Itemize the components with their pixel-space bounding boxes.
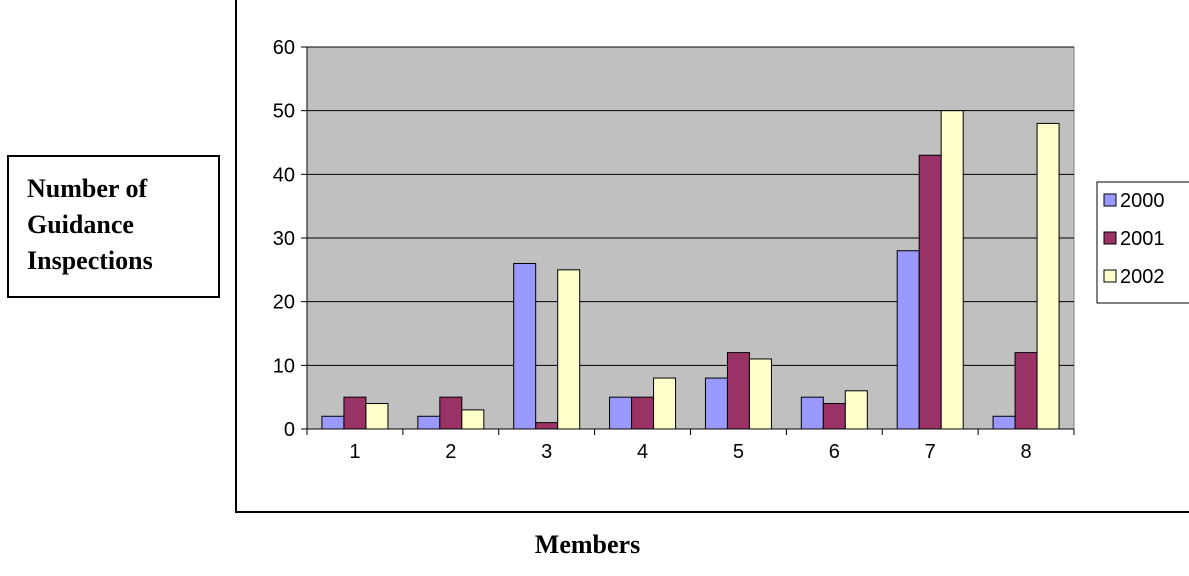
bar-chart: 0 10 20 30 40 50 60 1 2 3 4 5 6 7 8 2000 2001 2002 bbox=[273, 37, 1189, 463]
legend-swatch-2002 bbox=[1103, 269, 1117, 283]
bar-2001-member-8 bbox=[1014, 352, 1038, 430]
bar-2000-member-3 bbox=[513, 262, 537, 430]
y-tick-label: 20 bbox=[273, 292, 295, 314]
bar-2000-member-2 bbox=[417, 415, 441, 430]
bar-2002-member-4 bbox=[653, 377, 677, 430]
x-axis-title: Members bbox=[534, 530, 641, 559]
bar-2001-member-1 bbox=[343, 396, 367, 430]
bar-2000-member-1 bbox=[321, 415, 345, 430]
x-tick-label: 2 bbox=[445, 441, 456, 463]
bar-2002-member-1 bbox=[365, 403, 389, 430]
bar-2001-member-4 bbox=[631, 396, 655, 430]
y-axis-title-box: Number of Guidance Inspections bbox=[7, 155, 220, 298]
bar-2001-member-2 bbox=[439, 396, 463, 430]
bar-2000-member-8 bbox=[992, 415, 1016, 430]
bar-2000-member-6 bbox=[800, 396, 824, 430]
bar-2000-member-7 bbox=[896, 250, 920, 430]
legend-swatch-2000 bbox=[1103, 193, 1117, 207]
bar-2002-member-8 bbox=[1036, 122, 1060, 430]
bar-2002-member-7 bbox=[940, 110, 964, 430]
bar-2000-member-4 bbox=[609, 396, 633, 430]
x-tick-label: 3 bbox=[541, 441, 552, 463]
bar-2000-member-5 bbox=[704, 377, 728, 430]
legend-swatch-2001 bbox=[1103, 231, 1117, 245]
x-tick-label: 1 bbox=[349, 441, 360, 463]
chart-frame bbox=[235, 0, 1189, 513]
bar-2002-member-3 bbox=[557, 269, 581, 430]
x-tick-label: 8 bbox=[1021, 441, 1032, 463]
legend-label-2002: 2002 bbox=[1120, 266, 1165, 288]
bar-2001-member-3 bbox=[535, 422, 559, 430]
x-tick-label: 5 bbox=[733, 441, 744, 463]
bar-2002-member-2 bbox=[461, 409, 485, 430]
bar-2001-member-5 bbox=[726, 352, 750, 430]
y-tick-label: 0 bbox=[284, 419, 295, 441]
y-axis-title-line-1: Number of bbox=[27, 174, 148, 203]
y-tick-label: 40 bbox=[273, 164, 295, 186]
bar-2001-member-7 bbox=[918, 154, 942, 430]
y-tick-label: 10 bbox=[273, 355, 295, 377]
x-tick-label: 4 bbox=[637, 441, 648, 463]
legend-label-2001: 2001 bbox=[1120, 228, 1165, 250]
y-tick-label: 50 bbox=[273, 101, 295, 123]
y-axis-title-line-3: Inspections bbox=[27, 246, 153, 275]
bar-2001-member-6 bbox=[822, 403, 846, 430]
y-axis-title-line-2: Guidance bbox=[27, 210, 134, 239]
legend-label-2000: 2000 bbox=[1120, 190, 1165, 212]
x-axis-title-container: Members bbox=[0, 530, 1189, 560]
bar-2002-member-6 bbox=[844, 390, 868, 430]
y-tick-label: 60 bbox=[273, 37, 295, 59]
y-tick-label: 30 bbox=[273, 228, 295, 250]
x-tick-label: 6 bbox=[829, 441, 840, 463]
bar-2002-member-5 bbox=[748, 358, 772, 430]
x-tick-label: 7 bbox=[925, 441, 936, 463]
